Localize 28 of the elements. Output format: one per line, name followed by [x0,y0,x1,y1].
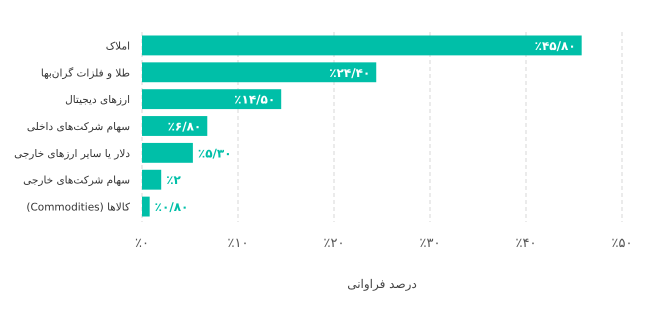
y-tick-label: سهام شرکت‌های خارجی [23,174,130,187]
x-tick-label: ٪۲۰ [324,236,344,251]
bar [142,142,193,163]
bar [142,116,208,136]
x-tick-label: ٪۰ [135,236,149,251]
data-label: ٪۴۵/۸۰ [534,38,576,53]
bar [142,89,282,110]
y-tick-label: طلا و فلزات گران‌بها [40,66,130,80]
data-label: ٪۵/۳۰ [198,146,232,160]
x-tick-label: ٪۳۰ [420,236,440,251]
y-tick-label: کالاها (Commodities) [26,202,130,214]
y-tick-label: ارزهای دیجیتال [65,94,130,106]
x-tick-label: ٪۵۰ [612,236,632,251]
x-tick-label: ٪۱۰ [228,236,248,251]
x-axis-title: درصد فراوانی [347,277,417,291]
data-label: ٪۱۴/۵۰ [234,92,276,107]
data-label: ٪۶/۸۰ [168,120,202,134]
x-tick-label: ٪۴۰ [516,236,536,251]
bar [142,196,150,217]
data-label: ٪۲۴/۴۰ [329,66,370,80]
bar [142,170,162,190]
y-tick-label: املاک [106,40,130,52]
y-tick-label: دلار یا سایر ارزهای خارجی [14,148,130,160]
bar [142,35,582,56]
bar [142,62,376,82]
y-tick-label: سهام شرکت‌های داخلی [26,121,130,133]
data-label: ٪۰/۸۰ [154,200,188,214]
data-label: ٪۲ [166,173,182,188]
